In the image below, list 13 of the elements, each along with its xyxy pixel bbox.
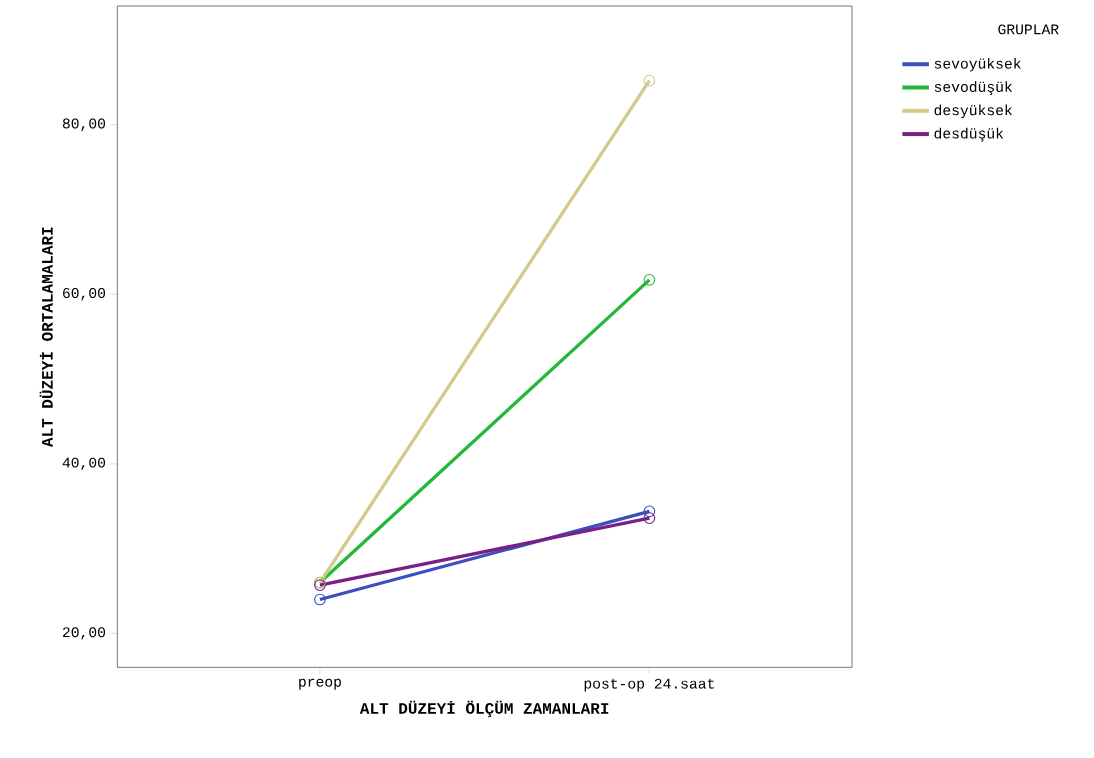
legend-title: GRUPLAR [998, 24, 1059, 35]
legend-label: sevodüşük [934, 81, 1013, 95]
y-tick-label: 60,00 [63, 288, 106, 301]
y-tick-label: 80,00 [62, 118, 106, 131]
x-tick-label: post-op 24.saat [584, 678, 714, 692]
y-tick-label: 40,00 [62, 457, 106, 471]
legend-label: desyüksek [934, 104, 1013, 119]
y-axis-title: ALT DÜZEYİ ORTALAMALARI [39, 227, 53, 448]
y-tick-label: 20,00 [62, 627, 106, 640]
legend-label: desdüşük [934, 127, 1004, 142]
legend-label: sevoyüksek [934, 57, 1021, 72]
x-axis-title: ALT DÜZEYİ ÖLÇÜM ZAMANLARI [359, 700, 609, 718]
x-tick-label: preop [299, 678, 341, 690]
